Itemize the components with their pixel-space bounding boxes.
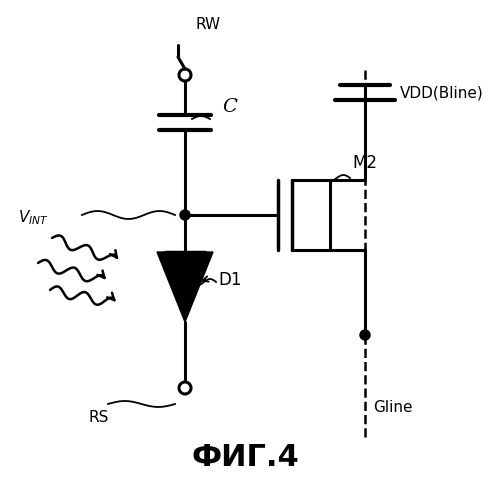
Text: VDD(Bline): VDD(Bline) bbox=[400, 86, 484, 100]
Text: Gline: Gline bbox=[373, 400, 413, 415]
Text: D1: D1 bbox=[218, 271, 242, 289]
Circle shape bbox=[360, 330, 370, 340]
Text: RS: RS bbox=[88, 410, 108, 425]
Text: C: C bbox=[222, 98, 237, 116]
Text: $\mathit{V}_{INT}$: $\mathit{V}_{INT}$ bbox=[18, 208, 49, 228]
Circle shape bbox=[180, 210, 190, 220]
Text: ФИГ.4: ФИГ.4 bbox=[191, 443, 299, 472]
Text: RW: RW bbox=[195, 17, 220, 32]
Text: M2: M2 bbox=[352, 154, 377, 172]
Polygon shape bbox=[157, 252, 213, 322]
